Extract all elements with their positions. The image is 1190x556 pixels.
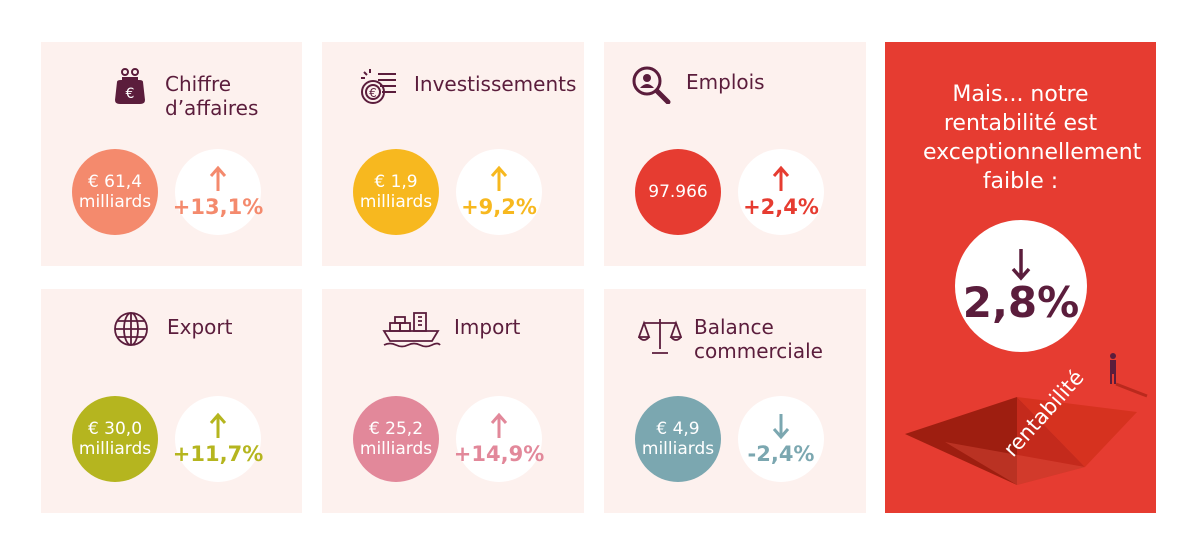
card-balance-commerciale: Balance commerciale € 4,9 milliards -2,4% xyxy=(604,289,866,513)
arrow-up-icon xyxy=(209,165,227,191)
value-amount: € 30,0 xyxy=(87,419,143,439)
change-circle: -2,4% xyxy=(738,396,824,482)
card-header: Balance commerciale xyxy=(638,315,834,363)
arrow-up-icon xyxy=(490,412,508,438)
person-icon xyxy=(1110,353,1148,398)
coins-euro-icon: € xyxy=(361,69,396,104)
value-unit: milliards xyxy=(641,439,715,459)
card-header: € Chiffre d’affaires xyxy=(109,66,275,120)
rentabilite-panel: Mais... notre rentabilité est exceptionn… xyxy=(885,42,1156,513)
card-title: Export xyxy=(167,315,233,339)
value-unit: milliards xyxy=(78,192,152,212)
card-header: € Investissements xyxy=(358,66,576,106)
value-circle: € 61,4 milliards xyxy=(72,149,158,235)
card-title: Investissements xyxy=(414,72,577,96)
svg-text:€: € xyxy=(369,86,377,100)
change-value: +9,2% xyxy=(461,195,537,219)
card-import: Import € 25,2 milliards +14,9% xyxy=(322,289,584,513)
change-circle: +9,2% xyxy=(456,149,542,235)
change-circle: +2,4% xyxy=(738,149,824,235)
purse-euro-icon: € xyxy=(115,68,145,104)
arrow-up-icon xyxy=(490,165,508,191)
value-amount: € 4,9 xyxy=(656,419,700,439)
card-emplois: Emplois 97.966 +2,4% xyxy=(604,42,866,266)
value-amount: € 1,9 xyxy=(374,172,418,192)
change-circle: +14,9% xyxy=(453,396,545,482)
value-circle: € 1,9 milliards xyxy=(353,149,439,235)
value-unit: milliards xyxy=(359,192,433,212)
value-circle: 97.966 xyxy=(635,149,721,235)
card-title: Chiffre d’affaires xyxy=(165,72,259,120)
card-header: Emplois xyxy=(630,64,765,104)
card-export: Export € 30,0 milliards +11,7% xyxy=(41,289,302,513)
change-value: +13,1% xyxy=(172,195,264,219)
card-title: Import xyxy=(454,315,521,339)
value-unit: milliards xyxy=(78,439,152,459)
arrow-down-icon xyxy=(1011,249,1031,281)
card-chiffre-affaires: € Chiffre d’affaires € 61,4 milliards +13… xyxy=(41,42,302,266)
card-investissements: € Investissements € 1,9 milliards +9,2% xyxy=(322,42,584,266)
value-amount: € 25,2 xyxy=(368,419,424,439)
magnifier-person-icon xyxy=(632,66,671,104)
value-circle: € 30,0 milliards xyxy=(72,396,158,482)
change-value: -2,4% xyxy=(747,442,815,466)
value-amount: 97.966 xyxy=(648,182,708,202)
value-circle: € 25,2 milliards xyxy=(353,396,439,482)
change-value: +14,9% xyxy=(453,442,545,466)
rentabilite-circle: 2,8% xyxy=(955,220,1087,352)
value-unit: milliards xyxy=(359,439,433,459)
pyramid-illustration: rentabilité xyxy=(905,353,1148,485)
value-amount: € 61,4 xyxy=(87,172,143,192)
value-circle: € 4,9 milliards xyxy=(635,396,721,482)
rentabilite-value: 2,8% xyxy=(962,278,1080,327)
scale-balance-icon xyxy=(638,319,682,354)
arrow-down-icon xyxy=(772,414,790,440)
card-header: Import xyxy=(382,309,520,349)
card-header: Export xyxy=(111,309,232,349)
card-title: Emplois xyxy=(686,70,765,94)
panel-text: Mais... notre rentabilité est exceptionn… xyxy=(885,80,1156,196)
svg-text:€: € xyxy=(126,86,135,102)
change-circle: +11,7% xyxy=(172,396,264,482)
change-value: +2,4% xyxy=(743,195,819,219)
change-circle: +13,1% xyxy=(172,149,264,235)
card-title: Balance commerciale xyxy=(694,315,823,363)
arrow-up-icon xyxy=(209,412,227,438)
globe-icon xyxy=(114,312,148,346)
cargo-ship-icon xyxy=(382,312,441,348)
change-value: +11,7% xyxy=(172,442,264,466)
panel-text-content: Mais... notre rentabilité est exceptionn… xyxy=(923,82,1142,194)
arrow-up-icon xyxy=(772,165,790,191)
